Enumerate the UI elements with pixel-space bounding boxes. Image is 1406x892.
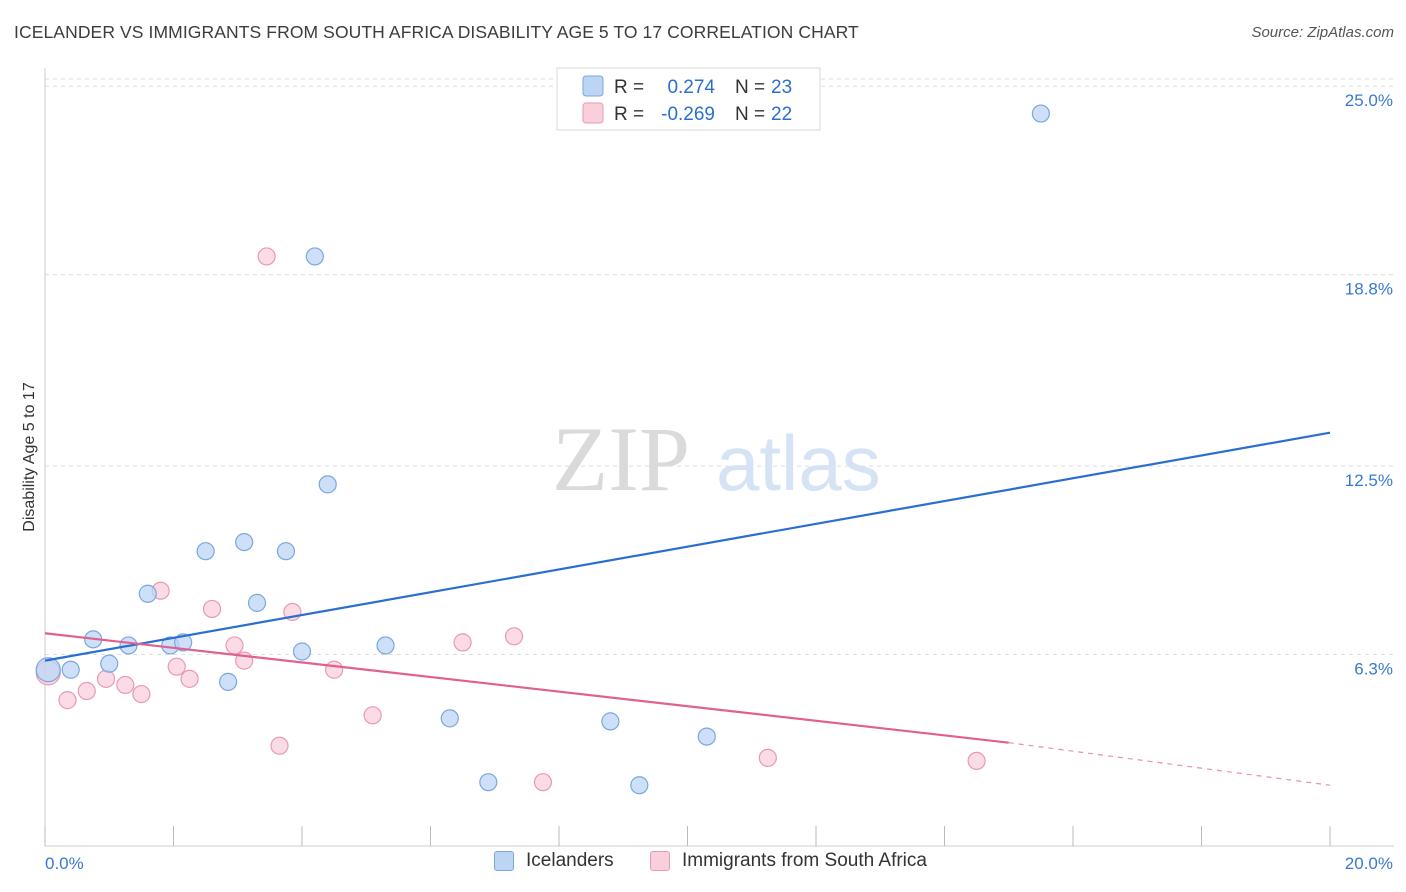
point-icelanders xyxy=(318,475,337,494)
point-immigrants xyxy=(504,627,524,646)
x-axis-tick-labels: 0.0% 20.0% xyxy=(45,854,1393,873)
point-icelanders xyxy=(174,633,193,652)
point-immigrants xyxy=(77,681,96,701)
gridlines xyxy=(45,78,1394,656)
point-icelanders xyxy=(247,593,267,612)
point-icelanders xyxy=(630,776,649,795)
point-icelanders xyxy=(219,672,238,691)
point-icelanders xyxy=(276,542,296,561)
legend-r-label: R = xyxy=(614,104,644,125)
point-immigrants xyxy=(116,675,135,695)
legend-swatch-icelanders xyxy=(494,851,514,871)
trend-line-immigrants xyxy=(44,632,1009,744)
point-icelanders xyxy=(697,727,716,746)
bottom-legend: Icelanders Immigrants from South Africa xyxy=(0,850,1406,880)
x-tick-label: 20.0% xyxy=(1345,854,1393,873)
y-tick-label: 6.3% xyxy=(1354,660,1393,679)
series-icelanders xyxy=(35,104,1050,795)
y-tick-label: 12.5% xyxy=(1345,471,1393,490)
point-immigrants xyxy=(96,669,116,688)
point-icelanders xyxy=(305,247,324,266)
trend-line-icelanders xyxy=(44,431,1331,662)
point-immigrants xyxy=(453,633,472,652)
watermark: ZIP atlas xyxy=(552,408,881,510)
legend-item-immigrants: Immigrants from South Africa xyxy=(650,850,927,872)
y-tick-label: 18.8% xyxy=(1345,280,1393,299)
point-icelanders xyxy=(138,584,157,603)
chart-title: ICELANDER VS IMMIGRANTS FROM SOUTH AFRIC… xyxy=(14,22,859,42)
point-icelanders xyxy=(235,532,254,552)
point-icelanders xyxy=(376,636,395,655)
source-note: Source: ZipAtlas.com xyxy=(1251,24,1394,41)
point-immigrants xyxy=(132,684,151,704)
legend-r-label: R = xyxy=(614,77,644,98)
legend-swatch-immigrants xyxy=(650,851,670,871)
point-immigrants xyxy=(533,773,553,792)
watermark-zip: ZIP xyxy=(552,408,690,510)
legend-n-label: N = xyxy=(735,77,765,98)
point-icelanders xyxy=(35,657,61,683)
point-icelanders xyxy=(440,709,459,728)
point-icelanders xyxy=(100,654,119,673)
point-immigrants xyxy=(758,748,777,767)
legend-n-label: N = xyxy=(735,104,765,125)
y-tick-label: 25.0% xyxy=(1345,91,1393,110)
point-icelanders xyxy=(61,660,80,679)
point-icelanders xyxy=(196,542,215,561)
legend-swatch-immigrants xyxy=(582,102,604,124)
point-immigrants xyxy=(363,706,382,725)
point-immigrants xyxy=(225,636,244,655)
point-icelanders xyxy=(292,642,312,661)
point-icelanders xyxy=(1031,104,1050,123)
watermark-atlas: atlas xyxy=(716,419,881,507)
legend-swatch-icelanders xyxy=(582,75,604,97)
x-tick-label: 0.0% xyxy=(45,854,84,873)
y-axis-label: Disability Age 5 to 17 xyxy=(21,382,38,532)
point-immigrants xyxy=(325,660,344,679)
legend-r-value: -0.269 xyxy=(661,104,715,125)
legend: R = 0.274 N = 23 R = -0.269 N = 22 xyxy=(556,67,821,131)
point-immigrants xyxy=(180,669,199,688)
axes xyxy=(44,68,1394,847)
point-icelanders xyxy=(479,773,498,792)
legend-label-icelanders: Icelanders xyxy=(526,850,614,871)
point-icelanders xyxy=(601,712,620,731)
point-immigrants xyxy=(202,599,222,619)
point-immigrants xyxy=(58,691,77,710)
trend-lines xyxy=(44,431,1331,786)
legend-n-value: 23 xyxy=(771,77,792,98)
legend-item-icelanders: Icelanders xyxy=(494,850,614,872)
point-immigrants xyxy=(270,736,289,755)
x-axis-ticks xyxy=(44,826,1331,846)
legend-r-value: 0.274 xyxy=(667,77,715,98)
point-immigrants xyxy=(167,657,186,676)
y-axis-tick-labels: 6.3% 12.5% 18.8% 25.0% xyxy=(1345,91,1393,678)
point-immigrants xyxy=(967,751,986,771)
point-immigrants xyxy=(257,247,276,266)
trend-extension-immigrants xyxy=(1008,742,1331,786)
legend-n-value: 22 xyxy=(771,104,792,125)
legend-label-immigrants: Immigrants from South Africa xyxy=(682,850,927,871)
